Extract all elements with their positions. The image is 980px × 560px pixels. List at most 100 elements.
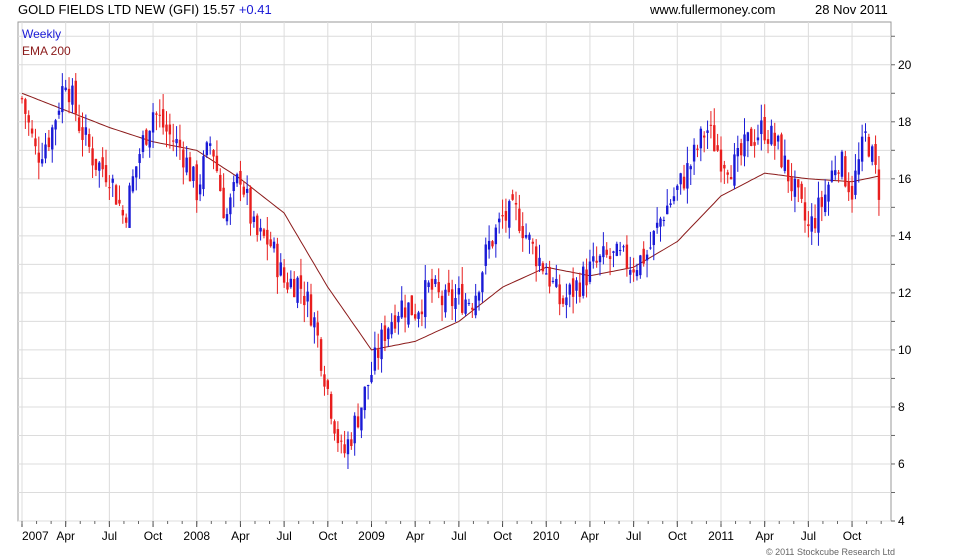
candle-down	[773, 132, 776, 146]
legend-ema-200: EMA 200	[22, 44, 71, 58]
candle-down	[383, 325, 387, 341]
candle-down	[514, 202, 518, 205]
candle-down	[20, 98, 24, 100]
candle-up	[151, 112, 155, 133]
candle-up	[235, 174, 239, 184]
candle-down	[155, 113, 158, 115]
candle-up	[360, 407, 363, 431]
source-url: www.fullermoney.com	[649, 2, 775, 17]
x-tick-label: Jul	[276, 529, 291, 543]
candle-up	[854, 170, 857, 195]
candle-down	[682, 176, 686, 189]
candle-down	[161, 109, 165, 128]
candle-up	[817, 197, 820, 233]
candle-down	[578, 282, 582, 297]
candle-down	[763, 116, 766, 141]
x-tick-label: Oct	[668, 529, 687, 543]
candle-up	[635, 270, 639, 277]
candle-up	[827, 184, 830, 202]
candle-down	[787, 159, 790, 182]
candle-up	[676, 185, 679, 190]
candle-up	[592, 256, 595, 262]
x-tick-label: Apr	[56, 529, 75, 543]
candle-down	[716, 145, 719, 151]
candle-up	[645, 254, 649, 261]
plot-frame	[17, 21, 892, 522]
candle-down	[461, 283, 464, 313]
candle-down	[571, 278, 575, 297]
candle-down	[195, 164, 198, 201]
x-tick-label: Oct	[318, 529, 337, 543]
candle-up	[699, 128, 703, 149]
candle-up	[252, 216, 256, 223]
candle-down	[145, 129, 148, 145]
candles	[20, 73, 881, 470]
x-tick-label: 2007	[22, 529, 49, 543]
candle-up	[185, 157, 188, 173]
x-tick-label: Apr	[581, 529, 600, 543]
candle-down	[30, 128, 34, 134]
candle-down	[558, 284, 561, 305]
candle-up	[736, 148, 739, 157]
candle-down	[605, 249, 608, 255]
candle-up	[387, 328, 390, 340]
candle-up	[481, 272, 484, 293]
candle-up	[743, 134, 746, 157]
x-tick-label: Jul	[801, 529, 816, 543]
candle-down	[713, 125, 716, 152]
candle-down	[239, 170, 242, 185]
candle-up	[860, 136, 864, 162]
candle-down	[750, 128, 753, 146]
candle-up	[830, 170, 834, 182]
candle-down	[303, 295, 306, 306]
x-tick-label: Apr	[231, 529, 250, 543]
candle-up	[582, 266, 585, 296]
candle-up	[857, 159, 860, 175]
candle-up	[289, 278, 293, 288]
candle-up	[669, 203, 672, 206]
candle-up	[232, 182, 235, 192]
x-tick-label: Jul	[626, 529, 641, 543]
candle-up	[296, 277, 299, 303]
candle-up	[202, 156, 205, 190]
candle-down	[343, 444, 346, 454]
candle-up	[487, 240, 491, 250]
candle-up	[370, 374, 373, 383]
candle-up	[111, 178, 114, 183]
candle-down	[94, 158, 98, 170]
candle-down	[403, 307, 407, 318]
y-tick-label: 14	[898, 229, 912, 243]
candle-up	[477, 292, 481, 301]
candle-up	[464, 299, 467, 314]
candle-up	[397, 315, 400, 323]
candle-down	[813, 218, 817, 229]
candle-up	[424, 280, 427, 318]
candle-up	[706, 130, 709, 133]
x-tick-label: 2009	[358, 529, 385, 543]
candle-up	[629, 269, 632, 275]
candle-up	[618, 249, 622, 251]
candle-down	[101, 157, 104, 170]
candle-down	[168, 124, 172, 135]
candle-up	[615, 243, 619, 256]
candle-down	[114, 185, 118, 205]
candle-down	[797, 179, 800, 188]
x-tick-label: 2010	[533, 529, 560, 543]
candle-down	[632, 269, 635, 273]
candle-down	[222, 187, 225, 219]
candle-up	[568, 284, 571, 295]
candle-down	[219, 174, 222, 192]
candle-down	[108, 187, 111, 189]
candle-up	[598, 255, 602, 263]
candle-up	[57, 110, 61, 115]
candle-down	[847, 181, 850, 193]
candle-up	[689, 166, 692, 170]
candle-up	[770, 125, 773, 145]
candle-down	[521, 226, 524, 239]
candle-down	[625, 244, 629, 269]
candle-down	[158, 114, 161, 116]
candle-up	[823, 194, 827, 213]
y-tick-label: 8	[898, 400, 905, 414]
candle-down	[447, 282, 450, 293]
candle-down	[356, 416, 360, 428]
